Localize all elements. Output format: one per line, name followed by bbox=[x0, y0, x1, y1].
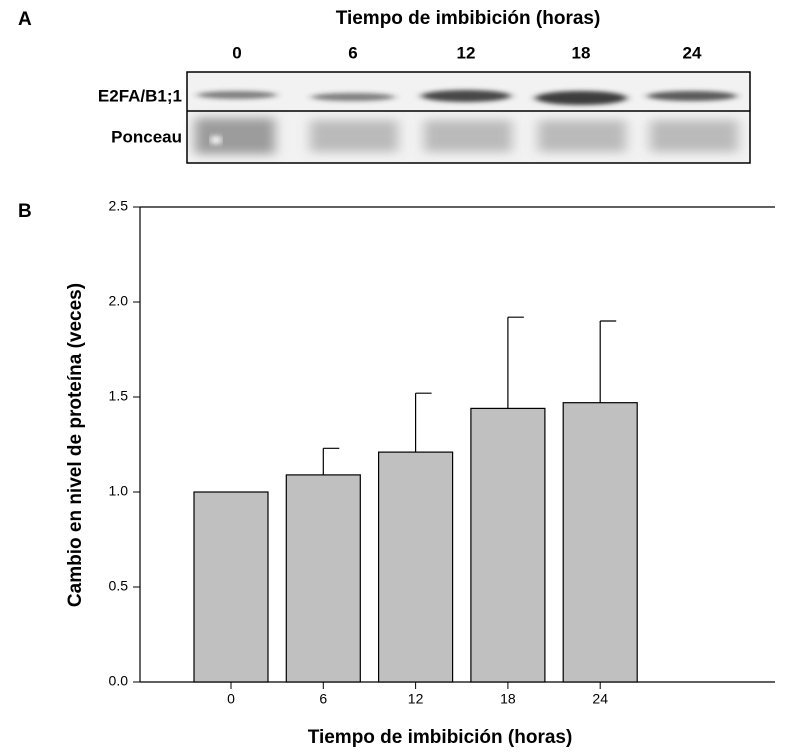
row-label: Ponceau bbox=[111, 127, 182, 146]
bar bbox=[379, 452, 453, 682]
error-bar bbox=[323, 448, 339, 475]
bar bbox=[286, 475, 360, 682]
y-tick-label: 2.0 bbox=[109, 293, 129, 309]
y-tick-label: 0.5 bbox=[109, 578, 129, 594]
x-tick-label: 0 bbox=[227, 691, 235, 707]
error-bar bbox=[416, 393, 432, 452]
lane-label: 18 bbox=[572, 43, 591, 62]
lane-label: 0 bbox=[232, 43, 241, 62]
x-axis-label: Tiempo de imbibición (horas) bbox=[308, 727, 573, 748]
blot-title: Tiempo de imbibición (horas) bbox=[336, 8, 601, 29]
bar bbox=[563, 403, 637, 682]
panel-label: A bbox=[18, 9, 32, 30]
x-tick-label: 12 bbox=[408, 691, 424, 707]
y-tick-label: 0.0 bbox=[109, 673, 129, 689]
y-tick-label: 2.5 bbox=[109, 198, 129, 214]
x-tick-label: 18 bbox=[500, 691, 516, 707]
bar bbox=[471, 408, 545, 682]
y-tick-label: 1.0 bbox=[109, 483, 129, 499]
blot-image bbox=[187, 72, 750, 163]
x-tick-label: 6 bbox=[319, 691, 327, 707]
lane-label: 6 bbox=[348, 43, 357, 62]
lane-label: 12 bbox=[457, 43, 476, 62]
figure: A Tiempo de imbibición (horas) 06121824 … bbox=[0, 0, 787, 753]
y-tick-label: 1.5 bbox=[109, 388, 129, 404]
x-tick-label: 24 bbox=[592, 691, 608, 707]
bar bbox=[194, 492, 268, 682]
error-bar bbox=[600, 321, 616, 403]
error-bar bbox=[508, 317, 524, 408]
row-label: E2FA/B1;1 bbox=[98, 86, 182, 105]
lane-labels: 0 6 12 18 24 bbox=[232, 43, 702, 62]
plot-area: 0.0 0.5 1.0 1.5 2.0 2.5 0 6 12 18 24 bbox=[109, 198, 775, 707]
panel-label: B bbox=[18, 201, 32, 222]
lane-label: 24 bbox=[683, 43, 702, 62]
y-axis-label: Cambio en nivel de proteína (veces) bbox=[65, 283, 86, 607]
